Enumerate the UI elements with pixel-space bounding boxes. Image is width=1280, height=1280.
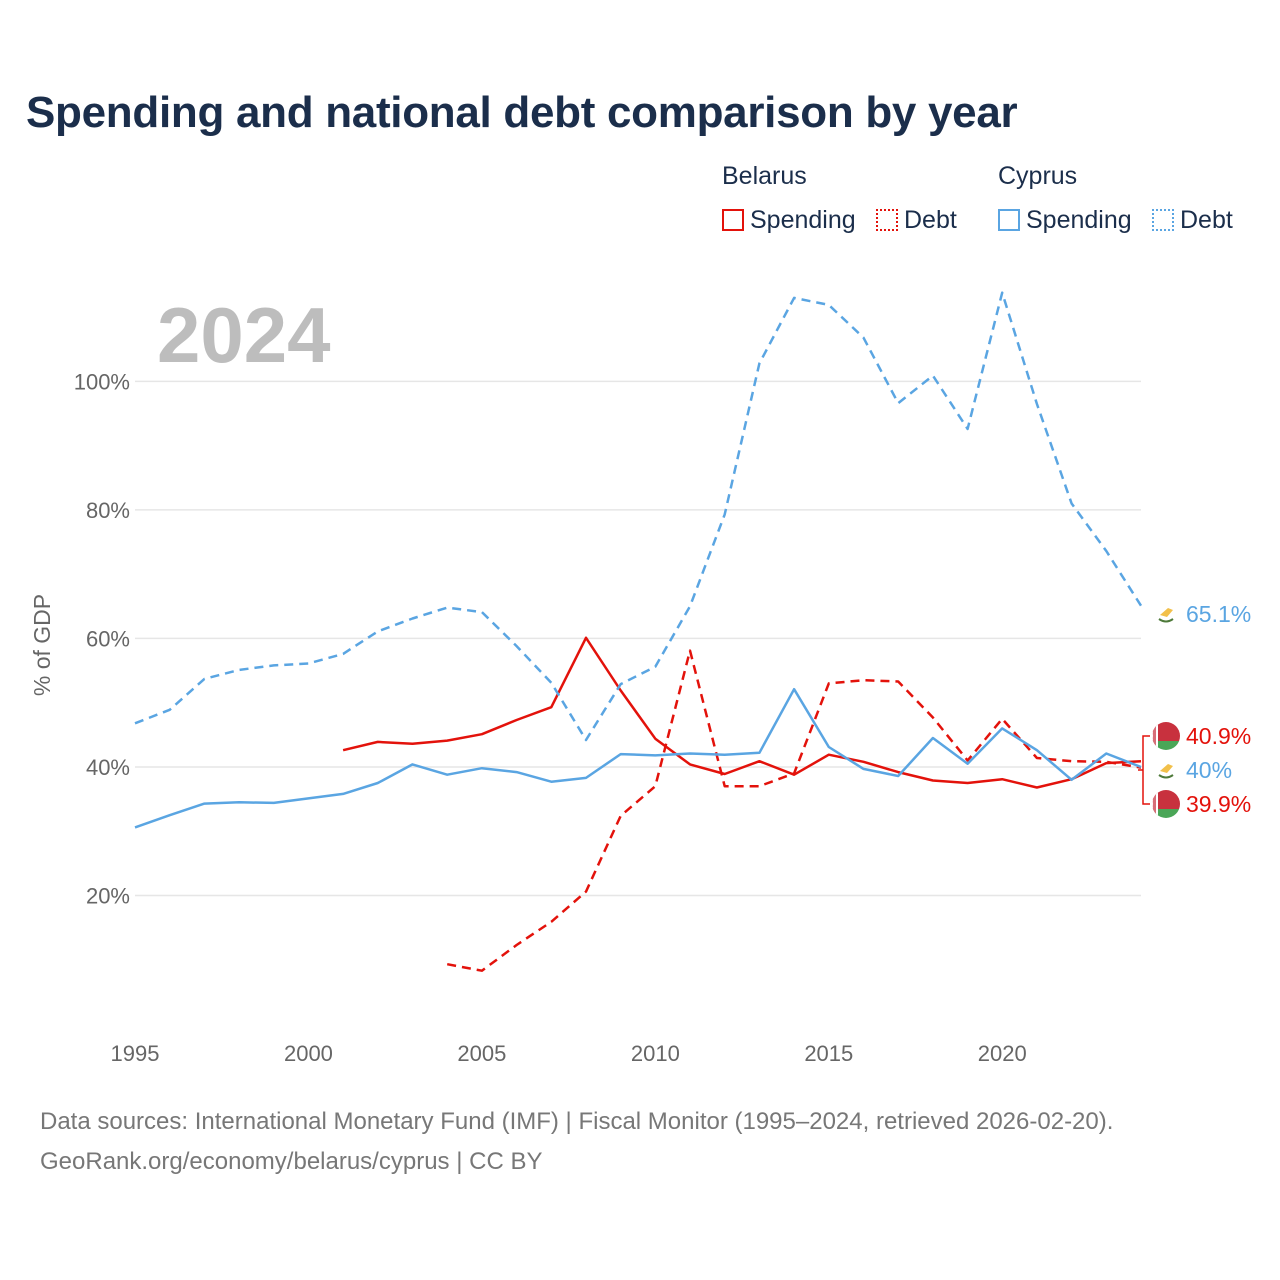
y-tick-label: 60%: [86, 626, 130, 651]
y-tick-label: 40%: [86, 755, 130, 780]
x-tick-label: 2005: [457, 1041, 506, 1066]
series-line-belarus-debt: [446, 649, 1142, 972]
label-bracket: [1138, 735, 1150, 805]
belarus-flag-icon-debt: [1152, 722, 1180, 750]
end-label-cyprus-spending: 40%: [1186, 757, 1232, 783]
legend-cyprus-debt-swatch: [1152, 209, 1174, 231]
y-tick-label: 80%: [86, 498, 130, 523]
x-tick-label: 1995: [111, 1041, 160, 1066]
legend-belarus-debt-swatch: [876, 209, 898, 231]
series-line-belarus-spending: [342, 636, 1142, 789]
y-tick-label: 100%: [74, 369, 130, 394]
belarus-flag-icon-spending: [1152, 790, 1180, 818]
x-tick-label: 2015: [804, 1041, 853, 1066]
chart-title: Spending and national debt comparison by…: [26, 88, 1018, 137]
legend-belarus-debt[interactable]: Debt: [876, 204, 957, 236]
x-tick-label: 2010: [631, 1041, 680, 1066]
legend-cyprus-debt[interactable]: Debt: [1152, 204, 1233, 236]
end-label-belarus-debt: 40.9%: [1186, 723, 1251, 749]
cyprus-flag-icon-spending: [1153, 757, 1179, 783]
footer-attribution: GeoRank.org/economy/belarus/cyprus | CC …: [40, 1148, 543, 1175]
series-line-cyprus-spending: [134, 687, 1142, 829]
series-line-cyprus-debt: [134, 291, 1143, 742]
legend-cyprus-spending-label: Spending: [1026, 205, 1132, 234]
legend-cyprus-debt-label: Debt: [1180, 205, 1233, 234]
y-tick-label: 20%: [86, 883, 130, 908]
legend-cyprus-spending[interactable]: Spending: [998, 204, 1132, 236]
legend-cyprus-spending-swatch: [998, 209, 1020, 231]
legend-belarus-spending[interactable]: Spending: [722, 204, 856, 236]
legend-belarus-title: Belarus: [722, 162, 807, 190]
end-label-cyprus-debt: 65.1%: [1186, 601, 1251, 627]
legend-belarus-debt-label: Debt: [904, 205, 957, 234]
x-tick-label: 2020: [978, 1041, 1027, 1066]
year-watermark: 2024: [157, 291, 331, 379]
end-label-belarus-spending: 39.9%: [1186, 791, 1251, 817]
legend-belarus-spending-label: Spending: [750, 205, 856, 234]
footer-sources: Data sources: International Monetary Fun…: [40, 1108, 1114, 1135]
legend-cyprus-title: Cyprus: [998, 162, 1078, 190]
x-tick-label: 2000: [284, 1041, 333, 1066]
cyprus-flag-icon-debt: [1153, 601, 1179, 627]
legend-belarus-spending-swatch: [722, 209, 744, 231]
y-axis-title: % of GDP: [29, 594, 55, 696]
